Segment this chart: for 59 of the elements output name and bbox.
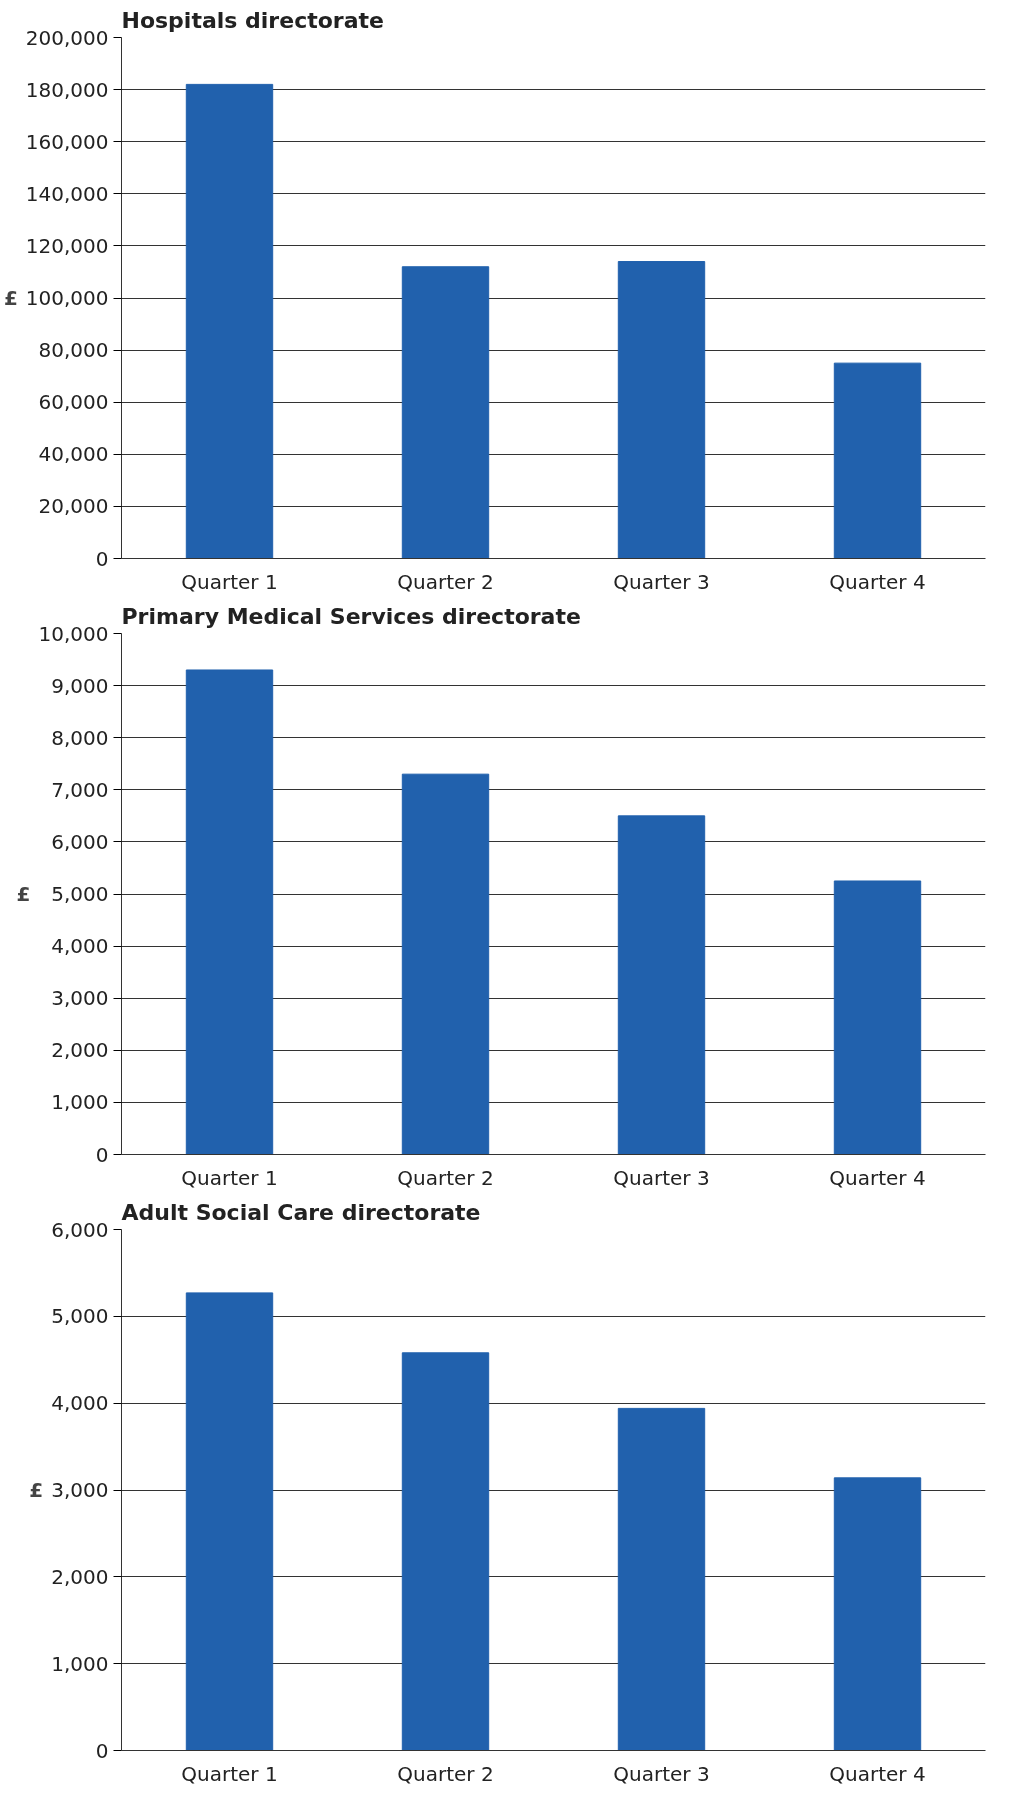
y-tick-label: 200,000 — [25, 25, 109, 50]
chart-title: Primary Medical Services directorate — [121, 603, 581, 629]
bar — [185, 1292, 274, 1751]
bar — [617, 1407, 706, 1751]
y-axis-title: £ — [29, 1478, 44, 1502]
y-tick-label: 1,000 — [51, 1090, 109, 1115]
bar — [617, 815, 706, 1155]
y-tick-label: 6,000 — [51, 829, 109, 854]
x-tick-label: Quarter 2 — [397, 1165, 494, 1190]
y-tick-label: 5,000 — [51, 882, 109, 906]
bar — [833, 362, 922, 559]
x-tick-label: Quarter 3 — [613, 1761, 710, 1786]
y-axis-title: £ — [3, 286, 18, 310]
bar — [833, 880, 922, 1155]
y-tick-label: 0 — [95, 546, 109, 571]
y-tick-label: 0 — [95, 1142, 109, 1167]
y-tick-label: 2,000 — [51, 1564, 109, 1589]
y-tick-label: 4,000 — [51, 934, 109, 959]
x-tick-label: Quarter 2 — [397, 1761, 494, 1786]
x-tick-label: Quarter 1 — [181, 569, 278, 594]
bar — [833, 1477, 922, 1751]
bar — [617, 261, 706, 559]
bar — [401, 266, 490, 559]
x-tick-label: Quarter 2 — [397, 569, 494, 594]
bar — [185, 669, 274, 1155]
y-tick-label: 1,000 — [51, 1651, 109, 1676]
y-tick-label: 60,000 — [38, 390, 109, 415]
x-tick-label: Quarter 4 — [829, 1165, 926, 1190]
x-tick-label: Quarter 3 — [613, 1165, 710, 1190]
y-axis-title: £ — [16, 882, 31, 906]
chart-title: Hospitals directorate — [121, 7, 384, 33]
y-tick-label: 6,000 — [51, 1217, 109, 1242]
y-tick-label: 10,000 — [38, 621, 109, 646]
y-tick-label: 7,000 — [51, 777, 109, 802]
y-tick-label: 40,000 — [38, 442, 109, 467]
x-tick-label: Quarter 3 — [613, 569, 710, 594]
x-tick-label: Quarter 1 — [181, 1165, 278, 1190]
chart-title: Adult Social Care directorate — [121, 1199, 481, 1225]
x-tick-label: Quarter 1 — [181, 1761, 278, 1786]
x-tick-label: Quarter 4 — [829, 569, 926, 594]
y-tick-label: 3,000 — [51, 1478, 109, 1502]
bar — [401, 1352, 490, 1751]
y-tick-label: 180,000 — [25, 77, 109, 102]
y-tick-label: 5,000 — [51, 1304, 109, 1329]
y-tick-label: 80,000 — [38, 338, 109, 363]
y-tick-label: 3,000 — [51, 986, 109, 1011]
x-tick-label: Quarter 4 — [829, 1761, 926, 1786]
y-tick-label: 2,000 — [51, 1038, 109, 1063]
y-tick-label: 8,000 — [51, 725, 109, 750]
y-tick-label: 140,000 — [25, 181, 109, 206]
bar — [185, 83, 274, 559]
y-tick-label: 9,000 — [51, 673, 109, 698]
y-tick-label: 160,000 — [25, 129, 109, 154]
bar — [401, 773, 490, 1155]
y-tick-label: 0 — [95, 1738, 109, 1763]
y-tick-label: 120,000 — [25, 233, 109, 258]
y-tick-label: 20,000 — [38, 494, 109, 519]
y-tick-label: 100,000 — [25, 286, 109, 310]
y-tick-label: 4,000 — [51, 1391, 109, 1416]
